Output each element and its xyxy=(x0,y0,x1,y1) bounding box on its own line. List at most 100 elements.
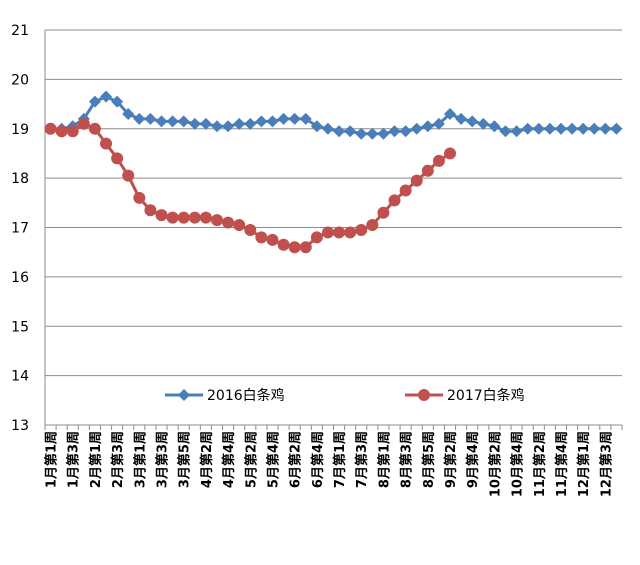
marker xyxy=(88,95,101,108)
marker xyxy=(333,226,346,239)
marker xyxy=(133,112,146,125)
x-tick-label: 1月第1周 xyxy=(44,431,60,488)
y-tick-label: 21 xyxy=(11,23,29,39)
x-tick-label: 11月第4周 xyxy=(554,431,570,497)
y-tick-label: 16 xyxy=(11,270,29,286)
y-tick-label: 19 xyxy=(11,122,29,138)
marker xyxy=(610,122,623,135)
x-tick-label: 8月第5周 xyxy=(421,431,437,488)
marker xyxy=(377,127,390,140)
marker xyxy=(299,112,312,125)
marker xyxy=(499,125,512,138)
x-tick-label: 4月第2周 xyxy=(199,431,215,488)
x-tick-label: 3月第3周 xyxy=(155,431,171,488)
marker xyxy=(233,219,246,232)
marker xyxy=(122,169,135,182)
marker xyxy=(100,90,113,103)
legend-label: 2016白条鸡 xyxy=(207,387,285,404)
marker xyxy=(266,115,279,128)
marker xyxy=(344,226,357,239)
x-tick-label: 4月第4周 xyxy=(221,431,237,488)
marker xyxy=(432,117,445,130)
marker xyxy=(510,125,523,138)
x-tick-label: 3月第1周 xyxy=(132,431,148,488)
marker xyxy=(477,117,490,130)
marker xyxy=(88,122,101,135)
x-tick-label: 5月第4周 xyxy=(265,431,281,488)
x-tick-label: 7月第3周 xyxy=(354,431,370,488)
marker xyxy=(66,125,79,138)
marker xyxy=(321,122,334,135)
marker xyxy=(111,152,124,165)
marker xyxy=(222,216,235,229)
marker xyxy=(299,241,312,254)
x-tick-label: 6月第4周 xyxy=(310,431,326,488)
marker xyxy=(199,211,212,224)
marker xyxy=(255,115,268,128)
x-tick-label: 10月第2周 xyxy=(487,431,503,497)
marker xyxy=(410,122,423,135)
x-tick-label: 9月第4周 xyxy=(465,431,481,488)
marker xyxy=(177,211,190,224)
marker xyxy=(355,127,368,140)
x-tick-label: 3月第5周 xyxy=(177,431,193,488)
marker xyxy=(210,120,223,133)
marker xyxy=(244,223,257,236)
marker xyxy=(410,174,423,187)
marker xyxy=(310,231,323,244)
marker xyxy=(133,191,146,204)
marker xyxy=(166,211,179,224)
x-tick-label: 7月第1周 xyxy=(332,431,348,488)
legend-marker xyxy=(418,389,430,401)
marker xyxy=(355,223,368,236)
marker xyxy=(100,137,113,150)
marker xyxy=(55,125,68,138)
x-tick-label: 11月第2周 xyxy=(532,431,548,497)
marker xyxy=(288,112,301,125)
marker xyxy=(255,231,268,244)
marker xyxy=(233,117,246,130)
marker xyxy=(488,120,501,133)
marker xyxy=(144,204,157,217)
marker xyxy=(177,115,190,128)
x-tick-label: 12月第3周 xyxy=(598,431,614,497)
marker xyxy=(521,122,534,135)
x-tick-label: 12月第1周 xyxy=(576,431,592,497)
marker xyxy=(344,125,357,138)
marker xyxy=(377,206,390,219)
marker xyxy=(366,219,379,232)
marker xyxy=(144,112,157,125)
marker xyxy=(77,117,90,130)
marker xyxy=(366,127,379,140)
marker xyxy=(421,120,434,133)
marker xyxy=(388,125,401,138)
marker xyxy=(188,117,201,130)
marker xyxy=(444,107,457,120)
x-tick-label: 2月第1周 xyxy=(88,431,104,488)
marker xyxy=(466,115,479,128)
marker xyxy=(188,211,201,224)
marker xyxy=(277,112,290,125)
marker xyxy=(388,194,401,207)
marker xyxy=(111,95,124,108)
marker xyxy=(399,184,412,197)
marker xyxy=(277,238,290,251)
marker xyxy=(599,122,612,135)
marker xyxy=(199,117,212,130)
x-tick-label: 6月第2周 xyxy=(288,431,304,488)
y-tick-label: 20 xyxy=(11,72,29,88)
marker xyxy=(266,233,279,246)
marker xyxy=(421,164,434,177)
y-tick-label: 17 xyxy=(11,221,29,237)
marker xyxy=(455,112,468,125)
marker xyxy=(399,125,412,138)
legend-label: 2017白条鸡 xyxy=(447,387,525,404)
marker xyxy=(288,241,301,254)
x-tick-label: 8月第3周 xyxy=(399,431,415,488)
marker xyxy=(222,120,235,133)
marker xyxy=(588,122,601,135)
y-tick-label: 14 xyxy=(11,369,29,385)
marker xyxy=(566,122,579,135)
marker xyxy=(444,147,457,160)
